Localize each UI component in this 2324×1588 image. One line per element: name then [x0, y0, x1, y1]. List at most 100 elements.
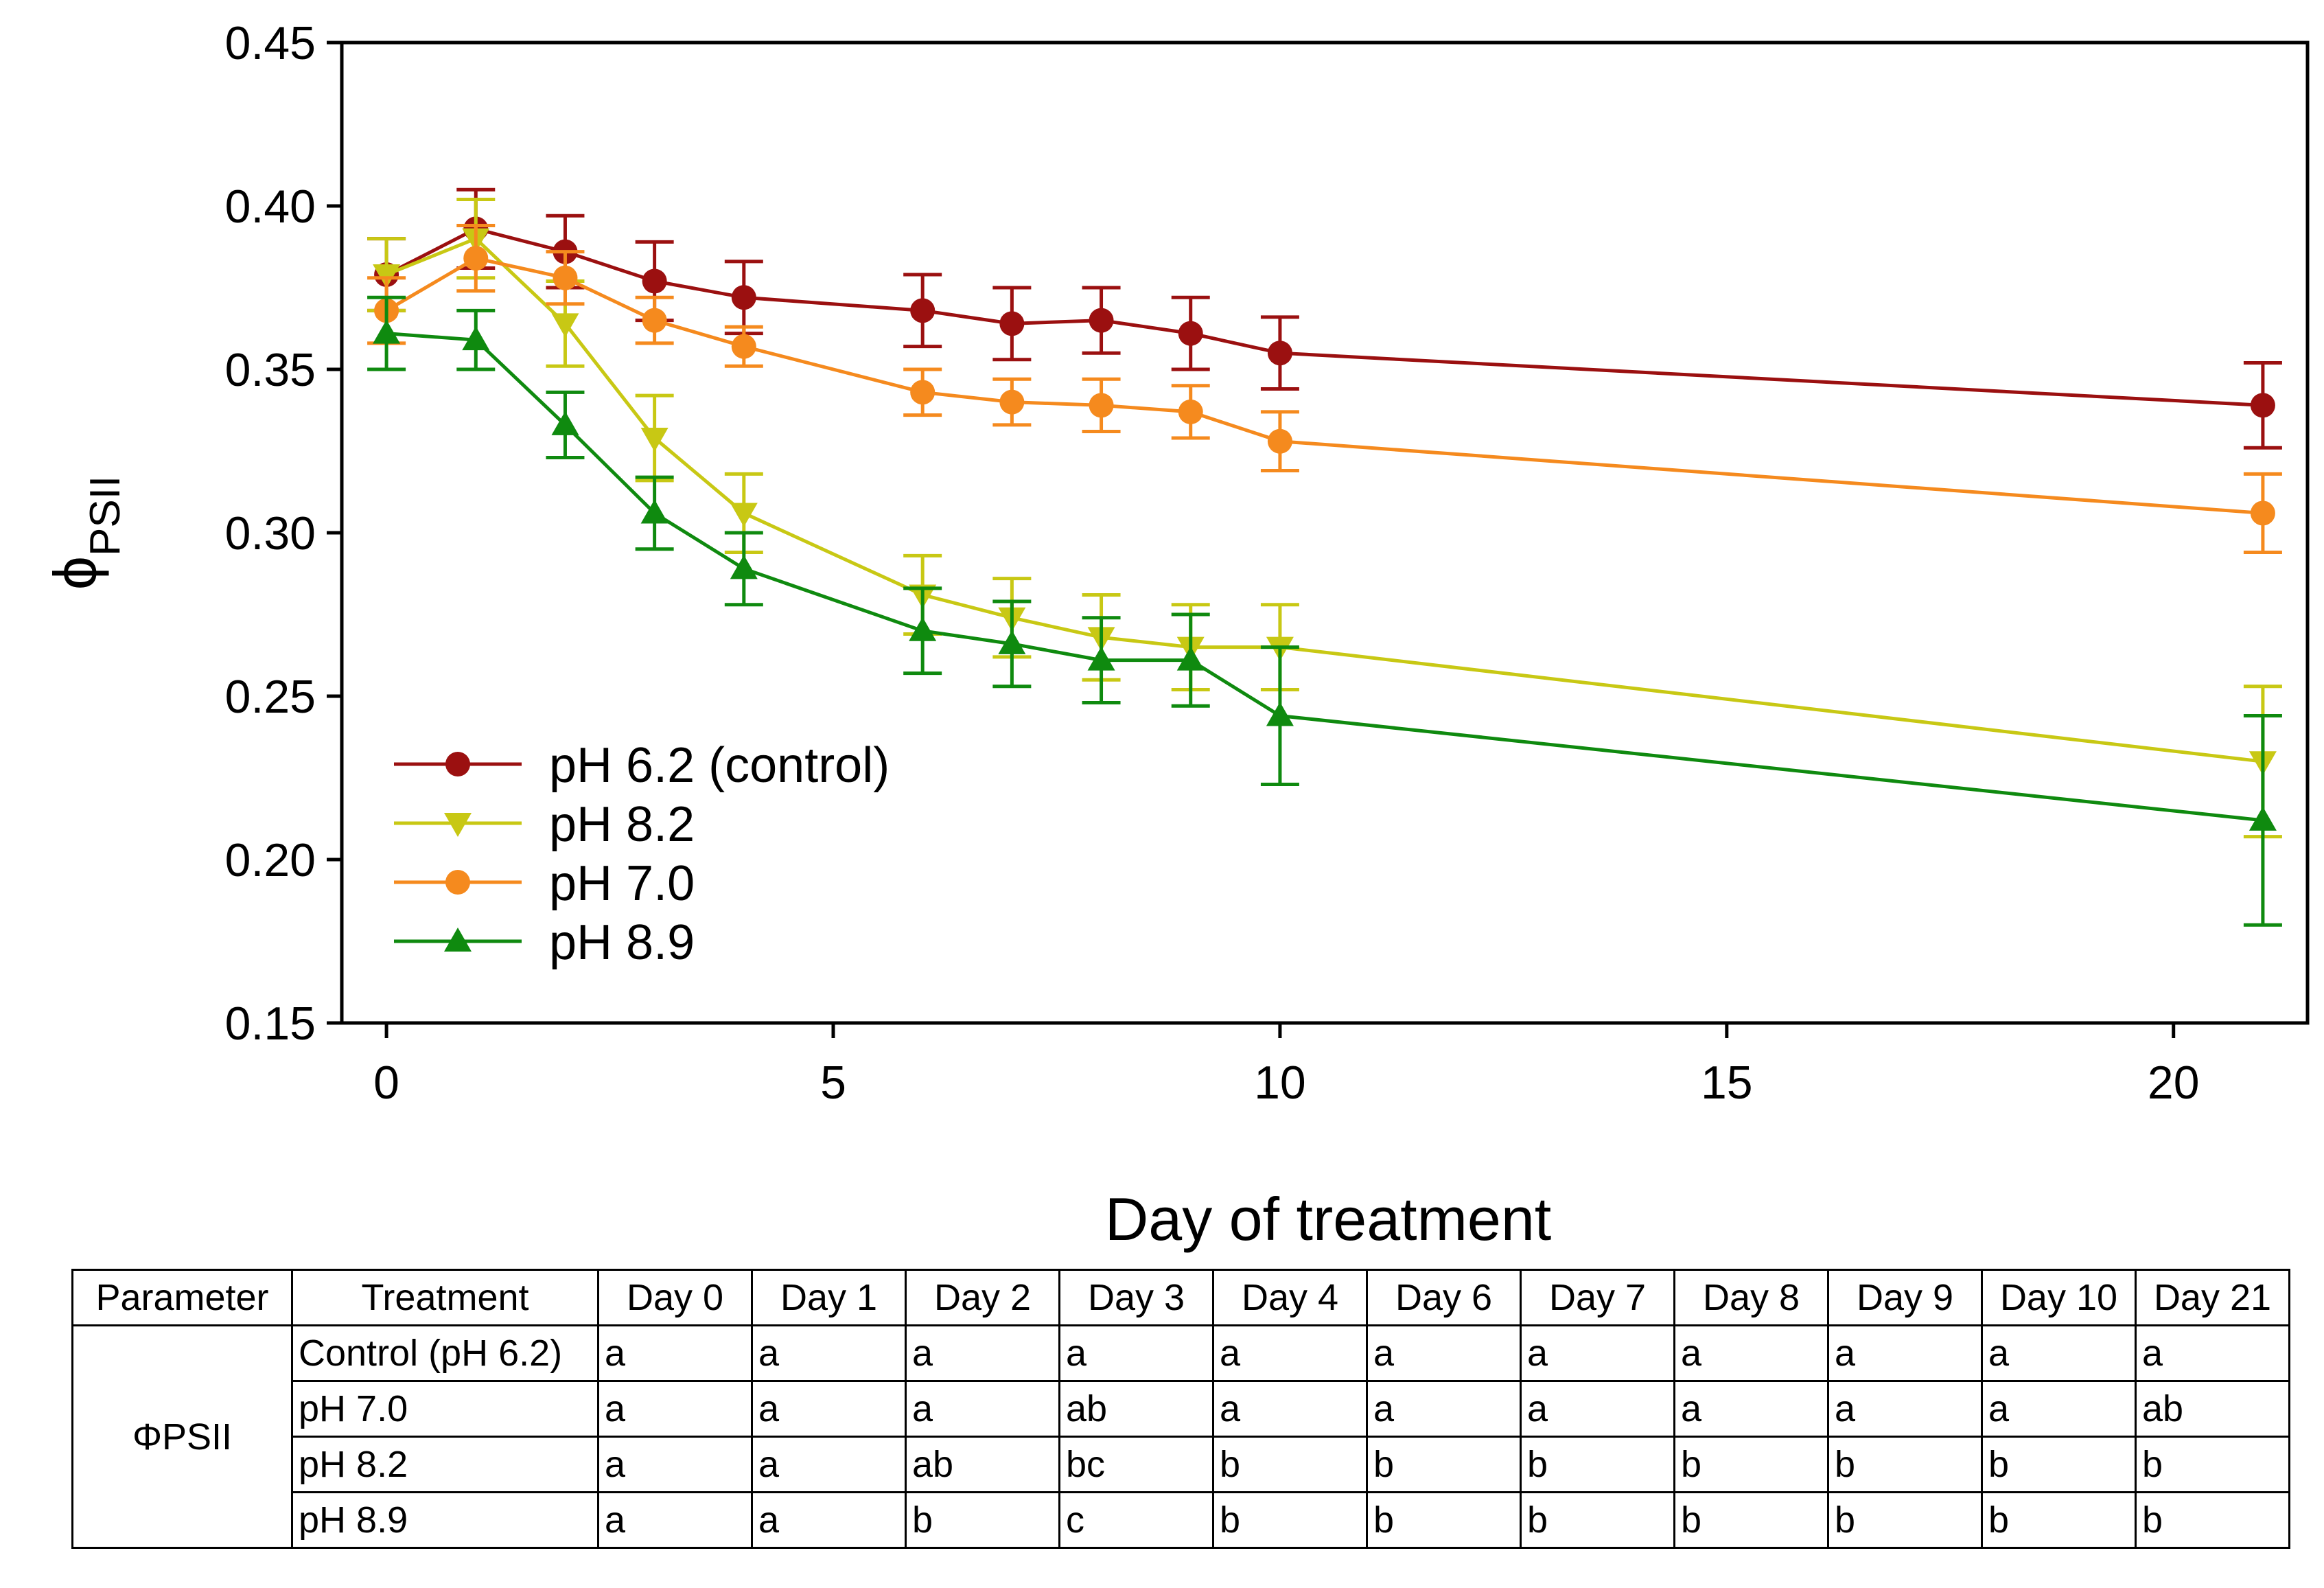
significance-cell: a [1673, 1324, 1829, 1382]
significance-cell: a [751, 1380, 907, 1438]
data-point [553, 265, 578, 290]
significance-cell: a [1827, 1380, 1983, 1438]
data-point [1089, 393, 1114, 418]
y-tick-label: 0.35 [225, 344, 316, 396]
significance-cell: a [751, 1324, 907, 1382]
table-header-cell: Day 21 [2135, 1269, 2290, 1326]
data-point [998, 630, 1026, 654]
data-point [642, 268, 667, 294]
significance-cell: b [1827, 1491, 1983, 1549]
table-header-cell: Day 10 [1981, 1269, 2137, 1326]
data-point [999, 311, 1025, 336]
data-point [909, 617, 937, 641]
significance-cell: a [751, 1491, 907, 1549]
treatment-cell: pH 7.0 [291, 1380, 599, 1438]
data-point [730, 555, 758, 579]
significance-cell: a [597, 1491, 753, 1549]
significance-cell: b [1212, 1491, 1368, 1549]
significance-cell: a [905, 1380, 1060, 1438]
series-ph-7-0 [367, 224, 2282, 555]
significance-cell: b [2135, 1436, 2290, 1493]
significance-cell: b [1827, 1436, 1983, 1493]
significance-cell: a [1673, 1380, 1829, 1438]
legend-label: pH 7.0 [549, 856, 695, 911]
significance-cell: b [1520, 1491, 1675, 1549]
table-row: pH 7.0 a a a ab a a a a a a ab [73, 1380, 2290, 1438]
significance-cell: c [1058, 1491, 1214, 1549]
data-point [551, 411, 579, 435]
legend: pH 6.2 (control)pH 8.2pH 7.0pH 8.9 [394, 738, 890, 970]
significance-cell: bc [1058, 1436, 1214, 1493]
x-tick-label: 15 [1701, 1057, 1753, 1109]
significance-cell: b [1673, 1436, 1829, 1493]
significance-cell: b [1366, 1436, 1522, 1493]
significance-cell: ab [905, 1436, 1060, 1493]
significance-cell: b [1520, 1436, 1675, 1493]
data-point [1266, 702, 1294, 726]
table-header-cell: Day 9 [1827, 1269, 1983, 1326]
y-tick-label: 0.15 [225, 998, 316, 1050]
y-axis-title-subscript: PSII [82, 476, 129, 556]
data-point [640, 427, 669, 452]
parameter-cell: ΦPSII [71, 1324, 293, 1549]
table-header-cell: Day 7 [1520, 1269, 1675, 1326]
significance-cell: a [1520, 1324, 1675, 1382]
legend-item: pH 7.0 [394, 856, 695, 911]
data-point [730, 503, 758, 527]
y-tick-label: 0.25 [225, 671, 316, 723]
data-point [1178, 321, 1203, 346]
table-header-cell: Day 6 [1366, 1269, 1522, 1326]
table-header-cell: Day 4 [1212, 1269, 1368, 1326]
significance-cell: a [1212, 1324, 1368, 1382]
significance-cell: a [597, 1380, 753, 1438]
table-body: ΦPSII Control (pH 6.2) a a a a a a a a a a a pH 7.0 a a… [71, 1324, 2290, 1549]
data-point [731, 285, 756, 310]
significance-table: Parameter Treatment Day 0 Day 1 Day 2 Day 3 Da… [71, 1269, 2290, 1549]
data-point [1267, 341, 1292, 366]
legend-label: pH 8.9 [549, 915, 695, 970]
data-point [910, 298, 936, 323]
significance-cell: ab [2135, 1380, 2290, 1438]
treatment-cell: pH 8.9 [291, 1491, 599, 1549]
treatment-cell: pH 8.2 [291, 1436, 599, 1493]
data-point [640, 499, 669, 524]
line-chart: 0.15 0.20 0.25 0.30 0.35 0.40 0.45 0 5 10 15 20 pH… [41, 17, 2310, 1253]
significance-cell: a [1827, 1324, 1983, 1382]
legend-marker [444, 928, 472, 952]
legend-marker [445, 870, 470, 895]
significance-cell: b [1673, 1491, 1829, 1549]
table-header-cell: Day 1 [751, 1269, 907, 1326]
x-tick-label: 0 [373, 1057, 399, 1109]
data-point [910, 380, 936, 405]
series-layer [367, 187, 2282, 927]
x-axis-title: Day of treatment [1105, 1185, 1552, 1253]
significance-cell: a [1212, 1380, 1368, 1438]
y-tick-label: 0.30 [225, 507, 316, 560]
y-axis-title: ϕPSII [41, 476, 129, 590]
table-header-cell: Day 0 [597, 1269, 753, 1326]
data-point [2250, 500, 2275, 526]
data-point [1087, 646, 1115, 671]
table-header-row: Parameter Treatment Day 0 Day 1 Day 2 Day 3 Da… [71, 1269, 2290, 1326]
significance-cell: b [1981, 1491, 2137, 1549]
y-axis: 0.15 0.20 0.25 0.30 0.35 0.40 0.45 [225, 17, 342, 1050]
data-point [642, 308, 667, 333]
series-ph-8-9 [367, 295, 2282, 927]
data-point [2249, 806, 2277, 831]
y-tick-label: 0.20 [225, 834, 316, 886]
significance-cell: a [2135, 1324, 2290, 1382]
table-header-cell: Treatment [291, 1269, 599, 1326]
data-point [1176, 646, 1205, 671]
significance-cell: a [597, 1436, 753, 1493]
significance-cell: a [1058, 1324, 1214, 1382]
x-tick-label: 5 [820, 1057, 846, 1109]
y-tick-label: 0.40 [225, 181, 316, 233]
significance-cell: b [905, 1491, 1060, 1549]
data-point [1267, 428, 1292, 454]
legend-label: pH 6.2 (control) [549, 738, 890, 793]
table-header-cell: Day 2 [905, 1269, 1060, 1326]
significance-cell: b [1981, 1436, 2137, 1493]
table-header-cell: Day 8 [1673, 1269, 1829, 1326]
significance-cell: a [1520, 1380, 1675, 1438]
significance-cell: b [2135, 1491, 2290, 1549]
